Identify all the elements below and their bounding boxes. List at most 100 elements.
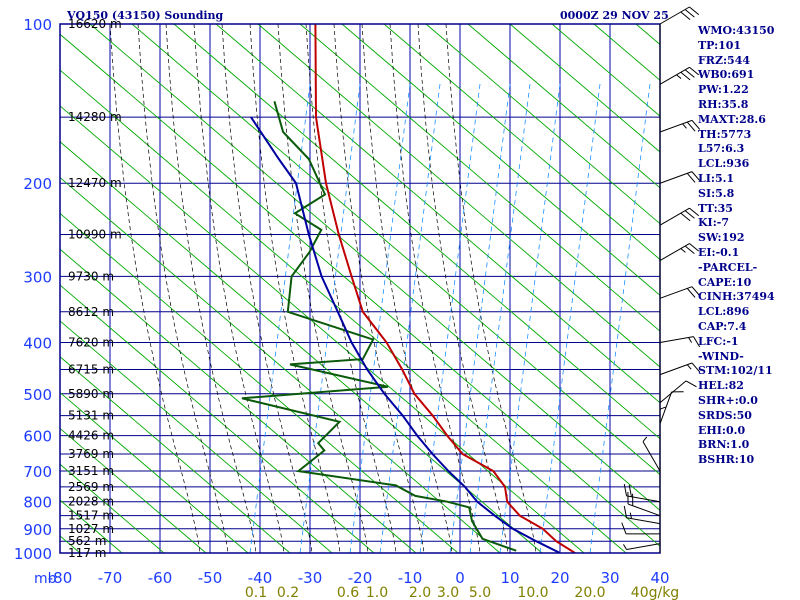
stats-list: WMO:43150 TP:101 FRZ:544 WB0:691 PW:1.22 RH:3… bbox=[698, 24, 775, 468]
wind-barb bbox=[659, 286, 701, 299]
series-parcel-line bbox=[250, 116, 561, 553]
valid-time: 0000Z 29 NOV 25 bbox=[560, 9, 669, 22]
pressure-label: 900 bbox=[23, 521, 52, 539]
isotherm-lines bbox=[109, 24, 611, 553]
wind-barb-staff bbox=[659, 119, 693, 133]
height-label: 12470 m bbox=[68, 176, 122, 190]
height-label: 3151 m bbox=[68, 464, 114, 478]
wind-barb bbox=[659, 391, 684, 425]
temperature-label: -20 bbox=[348, 569, 373, 587]
dry-adiabat-lines bbox=[60, 24, 660, 553]
mixing-ratio-lines bbox=[249, 83, 651, 553]
wind-barb-flag bbox=[691, 286, 701, 297]
pressure-label: 300 bbox=[23, 268, 52, 286]
wind-barb-flag bbox=[628, 484, 632, 497]
temperature-label: 20 bbox=[550, 569, 569, 587]
wind-barb bbox=[621, 522, 660, 535]
wind-barb-flag bbox=[689, 6, 700, 15]
dry-adiabat-line bbox=[425, 24, 660, 225]
height-label: 2569 m bbox=[68, 480, 114, 494]
mixing-ratio-labels: 0.1 0.2 0.6 1.0 2.0 3.0 5.0 10.0 20.0 40g/kg bbox=[245, 585, 679, 600]
moist-adiabat-line bbox=[193, 24, 285, 553]
wind-barb-flag bbox=[685, 380, 697, 388]
height-label: 5890 m bbox=[68, 387, 114, 401]
temperature-label: -70 bbox=[98, 569, 123, 587]
wind-barb-flag bbox=[642, 436, 648, 442]
dry-adiabat-line bbox=[60, 69, 627, 553]
wind-barb-flag bbox=[623, 483, 628, 496]
wind-barb bbox=[659, 171, 701, 184]
dry-adiabat-line bbox=[131, 24, 660, 476]
height-label: 4426 m bbox=[68, 429, 114, 443]
wind-barb bbox=[659, 243, 700, 261]
wind-barb-staff bbox=[659, 66, 690, 85]
dry-adiabat-line bbox=[467, 24, 660, 189]
temperature-labels: -80 -70 -60 -50 -40 -30 -20 -10 0 10 20 30 40 bbox=[48, 569, 670, 587]
stat-item: LFC:-1 bbox=[698, 334, 739, 348]
moist-adiabat-line bbox=[277, 24, 369, 553]
height-label: 10990 m bbox=[68, 228, 122, 242]
mixing-ratio-line bbox=[299, 83, 361, 553]
wind-barb-staff bbox=[642, 441, 661, 472]
wind-barb-staff bbox=[627, 503, 661, 517]
mixing-ratio-line bbox=[499, 83, 561, 553]
wind-barb-flag bbox=[676, 74, 682, 79]
wind-barb-flag bbox=[684, 210, 695, 219]
pressure-labels: 100 200 300 400 500 600 700 800 900 1000 bbox=[14, 16, 52, 563]
stat-item: STM:102/11 bbox=[698, 364, 773, 378]
wind-barb-flag bbox=[691, 120, 701, 130]
mixing-ratio-label: 40g/kg bbox=[631, 585, 679, 600]
wind-barb-flag bbox=[686, 121, 696, 132]
stat-item: CAP:7.4 bbox=[698, 319, 747, 333]
wind-barb bbox=[659, 6, 700, 25]
dry-adiabat-line bbox=[89, 24, 660, 511]
wind-barb-flag bbox=[621, 522, 627, 535]
wind-barb-flag bbox=[680, 248, 686, 253]
wind-barb-staff bbox=[659, 336, 694, 343]
mixing-ratio-line bbox=[349, 83, 411, 553]
moist-adiabat-line bbox=[109, 24, 201, 553]
wind-barb bbox=[659, 406, 666, 444]
temperature-label: -30 bbox=[298, 569, 323, 587]
stat-item: FRZ:544 bbox=[698, 53, 751, 67]
height-label: 1027 m bbox=[68, 522, 114, 536]
dry-adiabat-line bbox=[509, 24, 660, 153]
mixing-ratio-label: 0.2 bbox=[277, 585, 299, 600]
stat-item: BRN:1.0 bbox=[698, 438, 750, 452]
stat-item: EI:-0.1 bbox=[698, 245, 740, 259]
height-label: 9730 m bbox=[68, 269, 114, 283]
stat-item: SW:192 bbox=[698, 231, 745, 245]
wind-barb-flag bbox=[689, 207, 700, 217]
wind-barb bbox=[659, 362, 701, 376]
stat-item: TH:5773 bbox=[698, 127, 752, 141]
wind-barb bbox=[642, 436, 661, 472]
moist-adiabat-line bbox=[165, 24, 257, 553]
wind-barb bbox=[623, 483, 661, 503]
dry-adiabat-line bbox=[60, 33, 660, 547]
wind-barb-flag bbox=[623, 544, 627, 550]
mixing-ratio-line bbox=[539, 83, 601, 553]
height-label: 562 m bbox=[68, 534, 106, 548]
dry-adiabat-line bbox=[60, 141, 543, 553]
height-label: 2028 m bbox=[68, 495, 114, 509]
moist-adiabat-line bbox=[361, 24, 453, 553]
stat-item: RH:35.8 bbox=[698, 97, 749, 111]
dry-adiabat-line bbox=[60, 284, 375, 553]
wind-barb-staff bbox=[659, 207, 690, 226]
wind-barb-flag bbox=[691, 362, 701, 373]
wind-barb-staff bbox=[659, 286, 693, 299]
stat-item: WMO:43150 bbox=[698, 24, 775, 37]
wind-barb-staff bbox=[659, 391, 673, 425]
moist-adiabat-line bbox=[417, 24, 509, 553]
height-labels: 16620 m 14280 m 12470 m 10990 m 9730 m 8612 m… bbox=[68, 17, 122, 560]
wind-barb bbox=[659, 336, 701, 348]
wind-barb-flag bbox=[623, 505, 628, 518]
wind-barb bbox=[623, 543, 661, 551]
mixing-ratio-line bbox=[589, 83, 651, 553]
height-label: 6715 m bbox=[68, 363, 114, 377]
mixing-ratio-line bbox=[379, 83, 441, 553]
moist-adiabat-line bbox=[305, 24, 397, 553]
dry-adiabat-line bbox=[551, 24, 660, 117]
pressure-label: 100 bbox=[23, 16, 52, 34]
